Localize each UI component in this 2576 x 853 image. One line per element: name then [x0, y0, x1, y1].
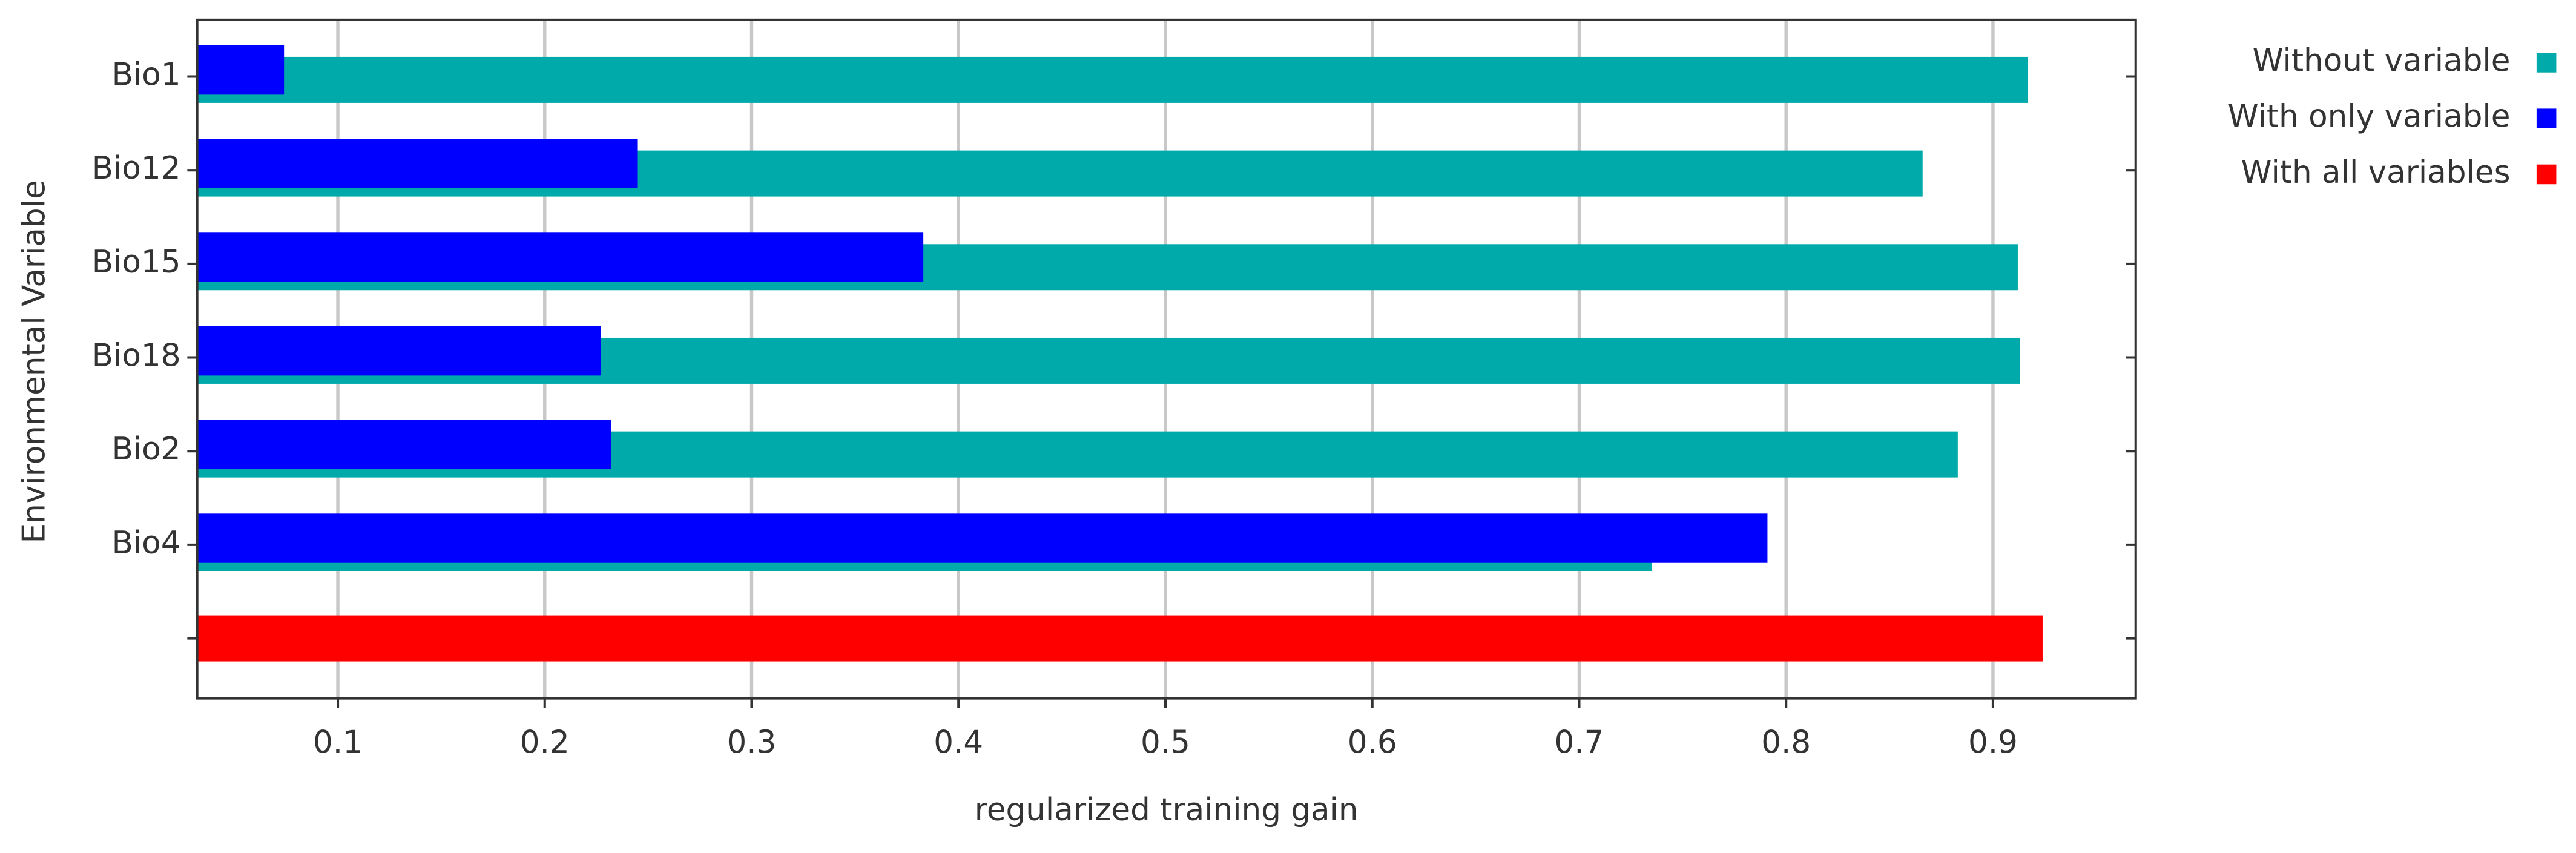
x-tick-label: 0.2 [520, 725, 570, 761]
bar [197, 513, 1768, 563]
x-tick-label: 0.3 [727, 725, 777, 761]
legend-swatch [2536, 164, 2557, 185]
plot-frame [196, 18, 2137, 700]
x-tick-label: 0.8 [1761, 725, 1811, 761]
y-tick-label: Bio15 [92, 244, 181, 280]
x-tick-label: 0.4 [934, 725, 983, 761]
x-tick-label: 0.6 [1348, 725, 1397, 761]
y-tick-label: Bio18 [92, 338, 181, 374]
legend-label: Without variable [2253, 42, 2511, 79]
y-tick-label: Bio4 [111, 525, 180, 561]
bar [197, 45, 285, 95]
legend-swatch [2536, 53, 2557, 73]
y-axis-label: Environmental Variable [16, 180, 53, 543]
x-tick-label: 0.1 [313, 725, 363, 761]
x-tick-label: 0.7 [1554, 725, 1604, 761]
legend-swatch [2536, 108, 2557, 128]
y-tick-label: Bio1 [111, 56, 180, 93]
bar [197, 56, 2029, 103]
legend-label: With only variable [2228, 99, 2511, 135]
x-tick-label: 0.5 [1141, 725, 1190, 761]
y-tick-label: Bio2 [111, 431, 180, 467]
x-tick-label: 0.9 [1968, 725, 2018, 761]
bar [197, 420, 611, 470]
bar [197, 615, 2043, 662]
bar [197, 326, 601, 376]
bar [197, 139, 638, 189]
x-axis-label: regularized training gain [975, 792, 1359, 828]
bar [197, 232, 924, 282]
legend-label: With all variables [2241, 154, 2511, 191]
y-tick-label: Bio12 [92, 150, 181, 186]
